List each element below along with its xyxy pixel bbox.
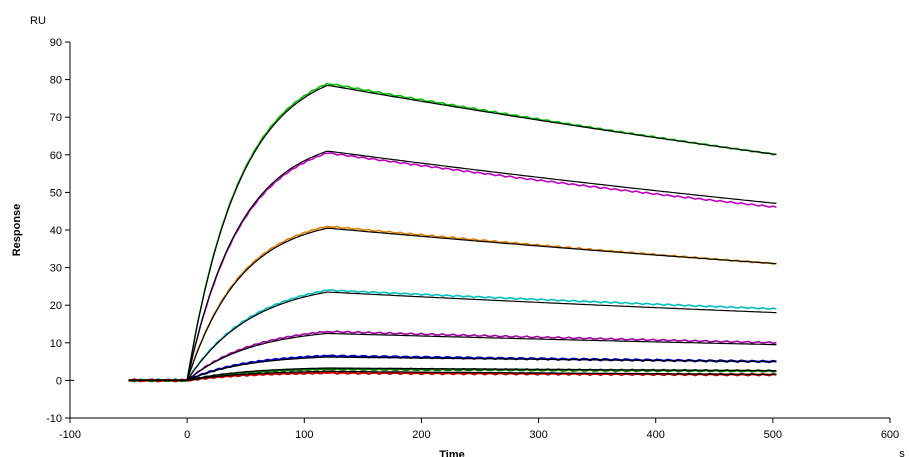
series-line-2 (128, 152, 777, 383)
y-tick-label: 70 (50, 112, 62, 124)
x-tick-label: -100 (59, 429, 81, 441)
x-tick-label: 100 (295, 429, 313, 441)
series-line-5 (128, 330, 777, 383)
fit-line-1 (128, 85, 777, 381)
y-tick-label: 60 (50, 150, 62, 162)
x-axis-title: Time (439, 449, 464, 457)
fit-layer (128, 85, 777, 381)
x-tick-label: 300 (529, 429, 547, 441)
y-tick-label: 80 (50, 75, 62, 87)
y-tick-label: 20 (50, 300, 62, 312)
series-line-4 (128, 289, 777, 383)
y-axis-title: Response (11, 204, 23, 257)
fit-line-3 (128, 227, 777, 381)
x-tick-label: 0 (184, 429, 190, 441)
x-tick-label: 200 (412, 429, 430, 441)
fit-line-4 (128, 291, 777, 381)
fit-line-7 (128, 367, 777, 381)
x-tick-label: 500 (764, 429, 782, 441)
x-unit-label: s (899, 448, 905, 457)
y-tick-label: 40 (50, 225, 62, 237)
fit-line-5 (128, 332, 777, 381)
fit-line-2 (128, 150, 777, 381)
y-tick-label: 30 (50, 263, 62, 275)
y-unit-label: RU (30, 15, 46, 27)
y-tick-label: 10 (50, 338, 62, 350)
y-tick-label: -10 (46, 413, 62, 425)
y-tick-label: 50 (50, 187, 62, 199)
fit-line-8 (128, 370, 777, 381)
fit-line-6 (128, 356, 777, 381)
x-tick-label: 400 (647, 429, 665, 441)
y-tick-label: 90 (50, 37, 62, 49)
x-tick-label: 600 (881, 429, 899, 441)
y-tick-label: 0 (56, 375, 62, 387)
